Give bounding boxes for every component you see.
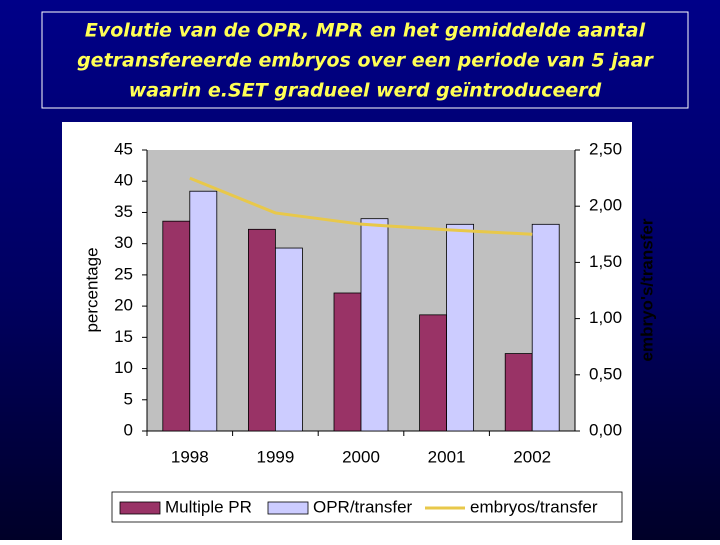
legend-label: embryos/transfer <box>470 497 598 516</box>
y2-tick-label: 1,00 <box>589 308 622 327</box>
y2-tick-label: 2,50 <box>589 139 622 158</box>
bar <box>274 247 303 432</box>
x-tick-label: 2000 <box>342 447 380 466</box>
y-axis-title: percentage <box>82 247 101 332</box>
bar <box>531 223 560 432</box>
x-tick-label: 2002 <box>513 447 551 466</box>
y-tick-label: 20 <box>114 296 133 315</box>
title-box <box>41 11 689 109</box>
bar <box>446 223 475 432</box>
bar <box>247 228 276 432</box>
legend-label: Multiple PR <box>165 497 252 516</box>
bar <box>419 314 448 432</box>
y-tick-label: 10 <box>114 358 133 377</box>
y-tick-label: 35 <box>114 202 133 221</box>
legend-swatch <box>119 501 161 515</box>
chart-title: Evolutie van de OPR, MPR en het gemiddel… <box>85 20 646 42</box>
y2-tick-label: 2,00 <box>589 196 622 215</box>
y-tick-label: 30 <box>114 233 133 252</box>
bar <box>333 292 362 432</box>
y2-axis-title: embryo's/transfer <box>637 218 656 361</box>
legend-swatch <box>267 501 309 515</box>
bar <box>360 218 389 432</box>
x-tick-label: 1998 <box>171 447 209 466</box>
y-tick-label: 5 <box>124 389 133 408</box>
y-tick-label: 0 <box>124 420 133 439</box>
y-tick-label: 25 <box>114 264 133 283</box>
chart-title: getransfereerde embryos over een periode… <box>77 50 654 72</box>
chart-title: waarin e.SET gradueel werd geïntroduceer… <box>129 80 602 102</box>
x-tick-label: 1999 <box>256 447 294 466</box>
y2-tick-label: 0,50 <box>589 364 622 383</box>
bar <box>162 220 191 432</box>
bar <box>504 353 533 432</box>
y2-tick-label: 0,00 <box>589 420 622 439</box>
y-tick-label: 15 <box>114 327 133 346</box>
bar <box>189 190 218 432</box>
x-tick-label: 2001 <box>428 447 466 466</box>
legend-label: OPR/transfer <box>313 497 413 516</box>
y-tick-label: 45 <box>114 139 133 158</box>
legend <box>111 491 623 523</box>
y2-tick-label: 1,50 <box>589 252 622 271</box>
line <box>189 176 533 236</box>
y-tick-label: 40 <box>114 171 133 190</box>
